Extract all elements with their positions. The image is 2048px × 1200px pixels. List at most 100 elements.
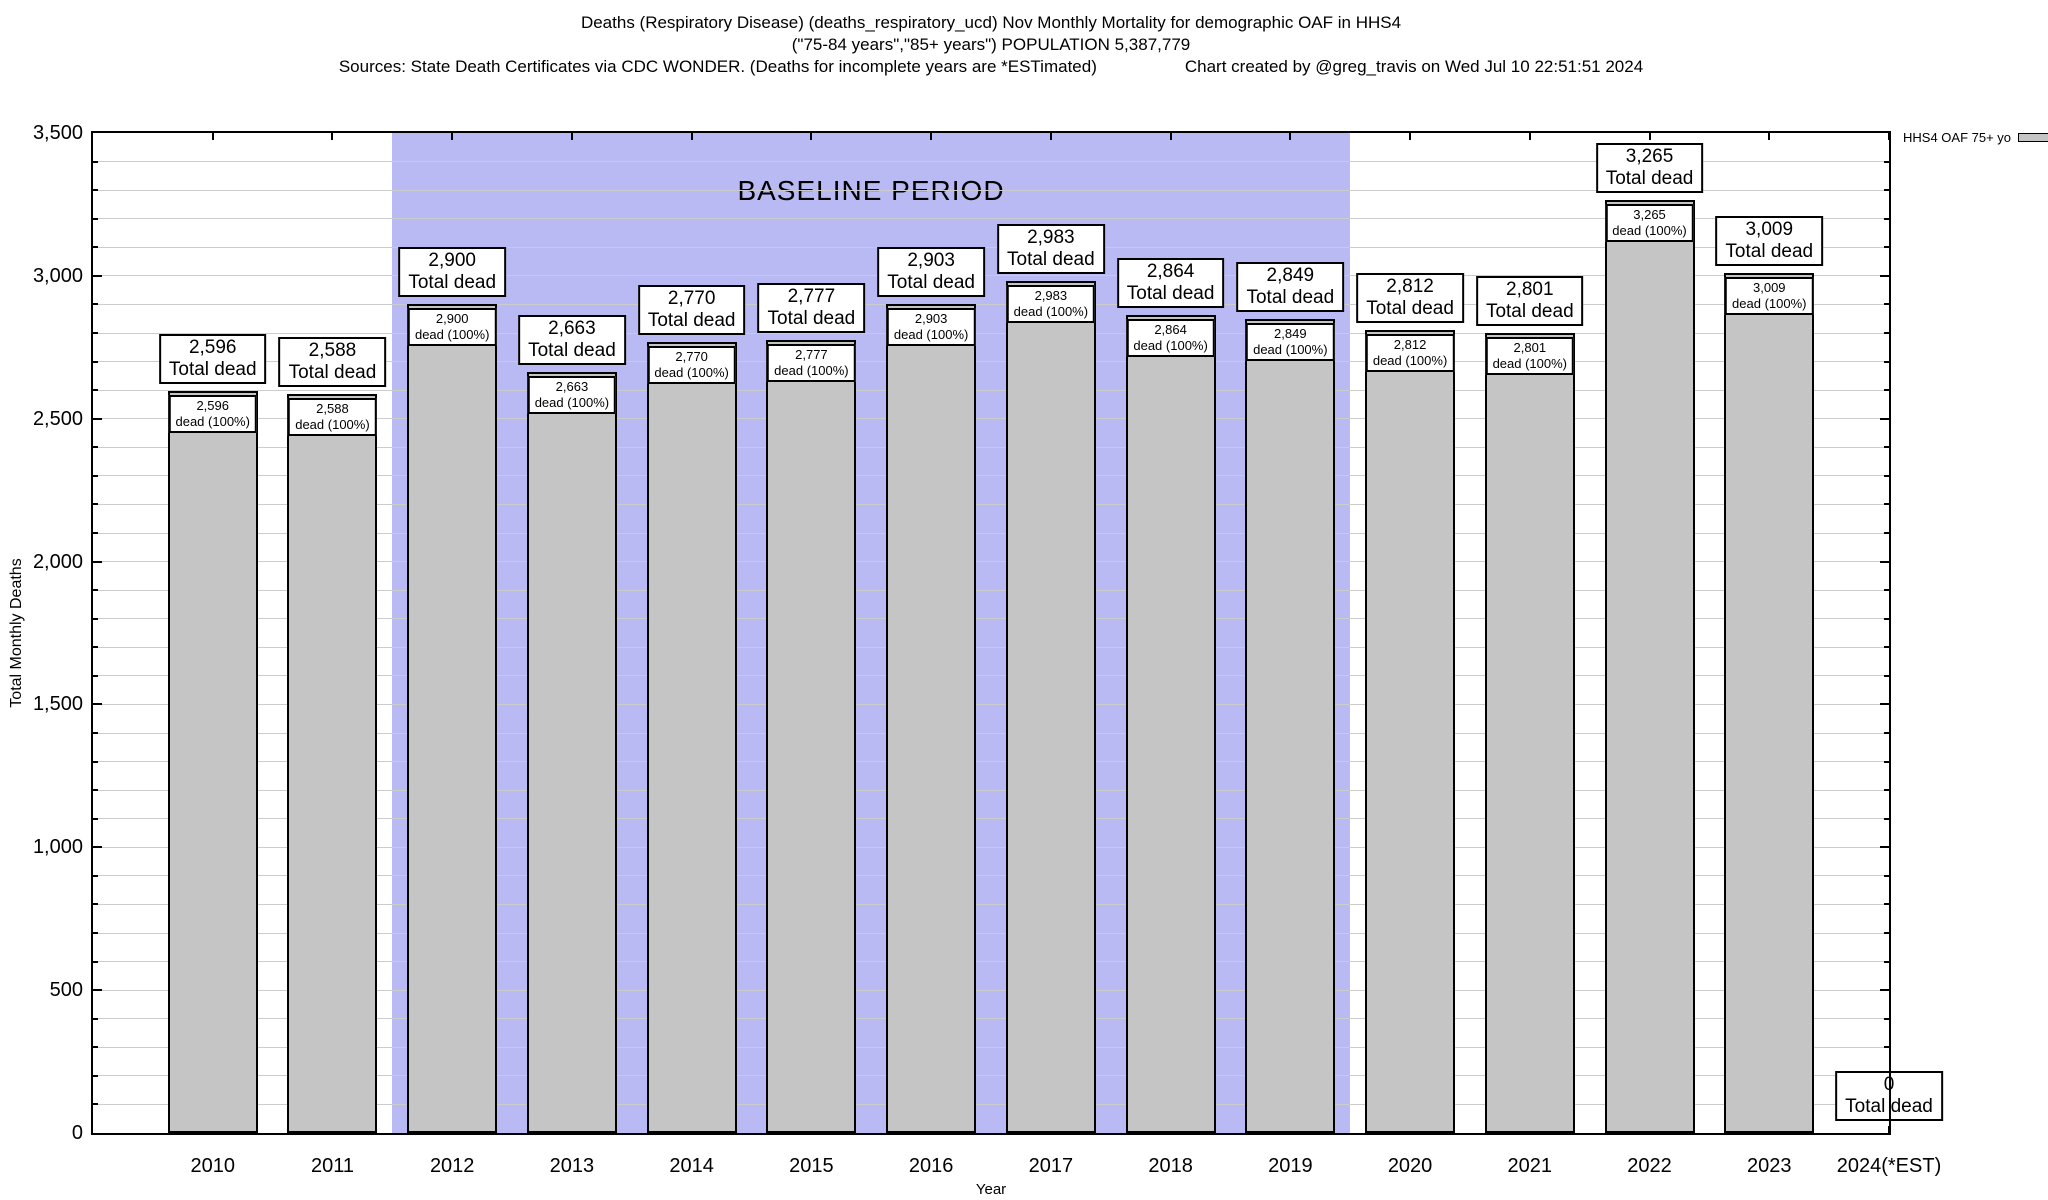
plot-border-top bbox=[91, 131, 1891, 133]
ytick-left bbox=[93, 446, 98, 449]
gridline-y-1200 bbox=[93, 789, 1889, 791]
plot-border-right bbox=[1889, 131, 1891, 1135]
gridline-y-3200 bbox=[93, 218, 1889, 220]
ytick-left bbox=[93, 532, 98, 534]
ytick-left bbox=[93, 646, 98, 649]
bar-total-label-2014: 2,770 Total dead bbox=[637, 284, 746, 335]
x-tick-label-2014: 2014 bbox=[669, 1155, 714, 1177]
inner-label-suffix: dead (100%) bbox=[1612, 223, 1687, 239]
x-tick-label-2017: 2017 bbox=[1028, 1155, 1074, 1177]
gridline-y-900 bbox=[93, 875, 1889, 877]
ytick-left bbox=[93, 732, 98, 734]
total-label-text: Total dead bbox=[1725, 241, 1814, 263]
bar-total-label-2022: 3,265 Total dead bbox=[1595, 143, 1704, 194]
gridline-y-3400 bbox=[93, 161, 1889, 163]
ytick-right bbox=[1884, 474, 1889, 477]
bar-2013 bbox=[526, 372, 617, 1133]
ytick-left bbox=[93, 474, 98, 477]
gridline-y-1900 bbox=[93, 589, 1889, 591]
bar-inner-label-2013: 2,663 dead (100%) bbox=[527, 376, 617, 415]
inner-label-value: 2,596 bbox=[196, 398, 229, 414]
gridline-y-1000 bbox=[93, 846, 1889, 848]
bar-total-label-2016: 2,903 Total dead bbox=[877, 246, 985, 297]
bar-2012 bbox=[407, 304, 498, 1133]
total-label-value: 2,864 bbox=[1146, 260, 1195, 282]
x-tick-label-2020: 2020 bbox=[1387, 1155, 1433, 1177]
gridline-y-2100 bbox=[93, 532, 1889, 534]
inner-label-suffix: dead (100%) bbox=[1253, 342, 1328, 357]
gridline-y-1500 bbox=[93, 703, 1889, 705]
ytick-right bbox=[1884, 646, 1889, 649]
ytick-right bbox=[1884, 532, 1889, 534]
ytick-right bbox=[1884, 674, 1889, 677]
bar-inner-label-2020: 2,812 dead (100%) bbox=[1365, 333, 1455, 372]
total-label-text: Total dead bbox=[1605, 168, 1694, 190]
bar-inner-label-2018: 2,864 dead (100%) bbox=[1126, 318, 1215, 357]
legend-label: HHS4 OAF 75+ yo bbox=[1903, 130, 2012, 145]
xtick-top-2020 bbox=[1409, 133, 1412, 140]
y-tick-label-500: 500 bbox=[49, 979, 83, 1002]
inner-label-value: 2,903 bbox=[914, 310, 948, 326]
gridline-y-2400 bbox=[93, 446, 1889, 448]
y-axis-title: Total Monthly Deaths bbox=[8, 558, 25, 708]
gridline-y-2300 bbox=[93, 475, 1889, 477]
sources-text: Sources: State Death Certificates via CD… bbox=[338, 57, 1097, 76]
legend: HHS4 OAF 75+ yo bbox=[1903, 130, 2048, 145]
chart-subtitle: ("75-84 years","85+ years") POPULATION 5… bbox=[791, 35, 1191, 54]
ytick-left bbox=[93, 932, 98, 934]
bar-inner-label-2010: 2,596 dead (100%) bbox=[168, 395, 257, 434]
ytick-left bbox=[93, 1017, 98, 1020]
inner-label-suffix: dead (100%) bbox=[774, 362, 849, 378]
total-label-text: Total dead bbox=[528, 340, 616, 362]
xtick-top-2019 bbox=[1289, 133, 1292, 140]
ytick-right bbox=[1880, 703, 1889, 706]
ytick-left bbox=[93, 703, 102, 706]
gridline-y-1800 bbox=[93, 618, 1889, 620]
ytick-right bbox=[1880, 274, 1889, 277]
inner-label-suffix: dead (100%) bbox=[893, 326, 969, 342]
ytick-right bbox=[1884, 446, 1889, 449]
ytick-right bbox=[1880, 560, 1889, 563]
baseline-period-label: BASELINE PERIOD bbox=[737, 175, 1005, 206]
total-label-value: 2,777 bbox=[787, 285, 836, 307]
bar-total-label-2018: 2,864 Total dead bbox=[1116, 257, 1225, 308]
inner-label-suffix: dead (100%) bbox=[414, 327, 490, 343]
ytick-left bbox=[93, 189, 98, 192]
ytick-right bbox=[1884, 1017, 1889, 1020]
ytick-right bbox=[1884, 160, 1889, 163]
y-tick-label-3,000: 3,000 bbox=[32, 264, 83, 287]
sources-line: Sources: State Death Certificates via CD… bbox=[0, 56, 1982, 78]
plot-area: BASELINE PERIOD 2,596 dead (100%) 2,596 Tot… bbox=[91, 131, 1943, 1135]
xtick-top-2010 bbox=[211, 133, 214, 140]
bar-2014 bbox=[646, 341, 737, 1133]
bar-inner-label-2015: 2,777 dead (100%) bbox=[767, 343, 856, 382]
gridline-y-2500 bbox=[93, 418, 1889, 420]
ytick-right bbox=[1884, 932, 1889, 934]
gridline-y-600 bbox=[93, 961, 1889, 963]
x-tick-label-2013: 2013 bbox=[549, 1155, 595, 1177]
gridline-y-3300 bbox=[93, 189, 1889, 191]
total-label-text: Total dead bbox=[408, 272, 497, 294]
total-label-text: Total dead bbox=[647, 309, 736, 331]
inner-label-suffix: dead (100%) bbox=[1133, 337, 1208, 353]
y-tick-label-2,000: 2,000 bbox=[32, 550, 83, 573]
gridline-y-3000 bbox=[93, 275, 1889, 277]
ytick-right bbox=[1884, 332, 1889, 334]
ytick-right bbox=[1880, 846, 1889, 849]
bar-2016 bbox=[886, 303, 977, 1133]
bar-total-label-2011: 2,588 Total dead bbox=[278, 336, 387, 387]
chart-header: Deaths (Respiratory Disease) (deaths_res… bbox=[0, 12, 1982, 78]
total-label-text: Total dead bbox=[168, 359, 257, 381]
total-label-text: Total dead bbox=[887, 271, 975, 293]
ytick-right bbox=[1884, 246, 1889, 249]
ytick-right bbox=[1884, 874, 1889, 877]
ytick-left bbox=[93, 246, 98, 249]
x-tick-label-2021: 2021 bbox=[1507, 1155, 1553, 1177]
bar-total-label-2012: 2,900 Total dead bbox=[398, 247, 507, 298]
xtick-top-2022 bbox=[1648, 133, 1651, 140]
total-label-value: 0 bbox=[1845, 1074, 1933, 1096]
x-tick-label-2023: 2023 bbox=[1747, 1155, 1792, 1177]
legend-swatch bbox=[2018, 133, 2048, 142]
gridline-y-2900 bbox=[93, 303, 1889, 305]
inner-label-suffix: dead (100%) bbox=[1732, 296, 1807, 312]
